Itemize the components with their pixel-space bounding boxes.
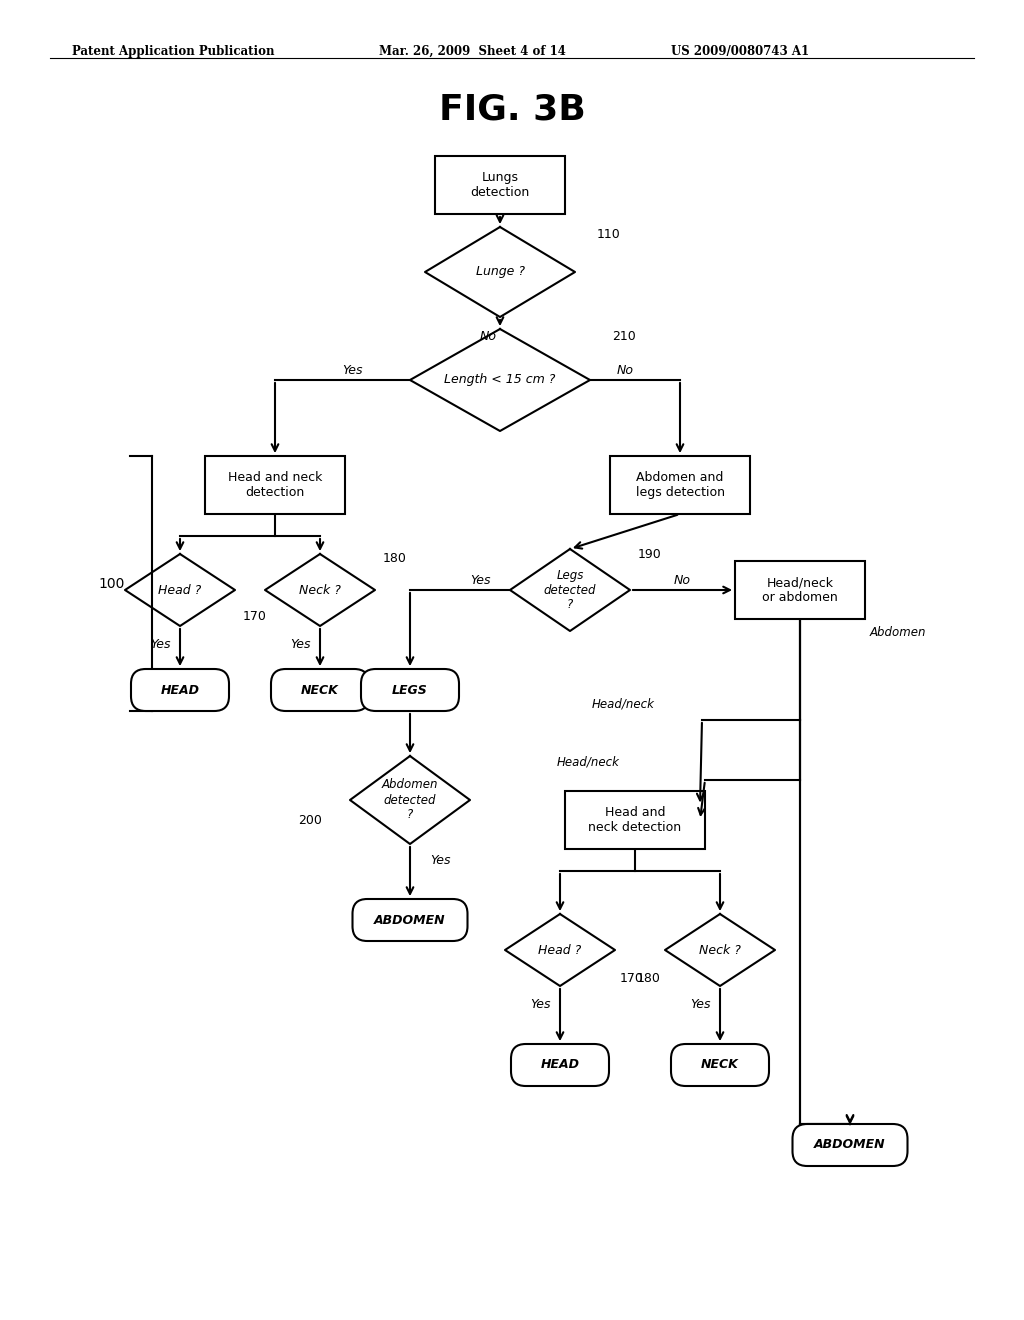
FancyBboxPatch shape: [435, 156, 565, 214]
FancyBboxPatch shape: [205, 455, 345, 513]
Text: ABDOMEN: ABDOMEN: [814, 1138, 886, 1151]
Text: 200: 200: [298, 813, 322, 826]
Text: Yes: Yes: [150, 638, 170, 651]
Text: NECK: NECK: [301, 684, 339, 697]
Text: No: No: [479, 330, 497, 343]
Text: Yes: Yes: [690, 998, 711, 1011]
Text: ABDOMEN: ABDOMEN: [374, 913, 445, 927]
Text: FIG. 3B: FIG. 3B: [438, 92, 586, 127]
Text: Legs
detected
?: Legs detected ?: [544, 569, 596, 611]
Text: 170: 170: [243, 610, 267, 623]
Text: Yes: Yes: [290, 638, 310, 651]
Text: No: No: [674, 573, 691, 586]
FancyBboxPatch shape: [565, 791, 705, 849]
Text: Yes: Yes: [342, 363, 362, 376]
FancyBboxPatch shape: [735, 561, 865, 619]
Text: 190: 190: [638, 548, 662, 561]
FancyBboxPatch shape: [131, 669, 229, 711]
Text: Head and
neck detection: Head and neck detection: [589, 807, 682, 834]
Text: Length < 15 cm ?: Length < 15 cm ?: [444, 374, 556, 387]
Text: Neck ?: Neck ?: [699, 944, 741, 957]
Text: 210: 210: [612, 330, 636, 343]
Text: Neck ?: Neck ?: [299, 583, 341, 597]
Text: Patent Application Publication: Patent Application Publication: [72, 45, 274, 58]
Text: Yes: Yes: [529, 998, 550, 1011]
Text: Head/neck: Head/neck: [592, 697, 655, 710]
Text: 180: 180: [637, 972, 660, 985]
Text: Abdomen and
legs detection: Abdomen and legs detection: [636, 471, 725, 499]
Text: Lungs
detection: Lungs detection: [470, 172, 529, 199]
Text: Yes: Yes: [430, 854, 451, 866]
Text: Yes: Yes: [470, 573, 490, 586]
FancyBboxPatch shape: [610, 455, 750, 513]
Text: Lunge ?: Lunge ?: [475, 265, 524, 279]
Text: Abdomen
detected
?: Abdomen detected ?: [382, 779, 438, 821]
Text: LEGS: LEGS: [392, 684, 428, 697]
Text: 170: 170: [620, 972, 644, 985]
Text: NECK: NECK: [701, 1059, 739, 1072]
Text: HEAD: HEAD: [541, 1059, 580, 1072]
Text: Head/neck: Head/neck: [557, 755, 620, 768]
FancyBboxPatch shape: [352, 899, 468, 941]
FancyBboxPatch shape: [271, 669, 369, 711]
Text: No: No: [616, 363, 634, 376]
FancyBboxPatch shape: [671, 1044, 769, 1086]
Text: 180: 180: [383, 553, 407, 565]
Text: HEAD: HEAD: [161, 684, 200, 697]
FancyBboxPatch shape: [511, 1044, 609, 1086]
Text: Head ?: Head ?: [539, 944, 582, 957]
Text: Head and neck
detection: Head and neck detection: [227, 471, 323, 499]
Text: 100: 100: [98, 577, 125, 590]
Text: US 2009/0080743 A1: US 2009/0080743 A1: [671, 45, 809, 58]
Text: Head/neck
or abdomen: Head/neck or abdomen: [762, 576, 838, 605]
Text: Abdomen: Abdomen: [870, 627, 927, 639]
Text: Head ?: Head ?: [159, 583, 202, 597]
Text: 110: 110: [597, 228, 621, 242]
FancyBboxPatch shape: [793, 1125, 907, 1166]
Text: Mar. 26, 2009  Sheet 4 of 14: Mar. 26, 2009 Sheet 4 of 14: [379, 45, 565, 58]
FancyBboxPatch shape: [361, 669, 459, 711]
